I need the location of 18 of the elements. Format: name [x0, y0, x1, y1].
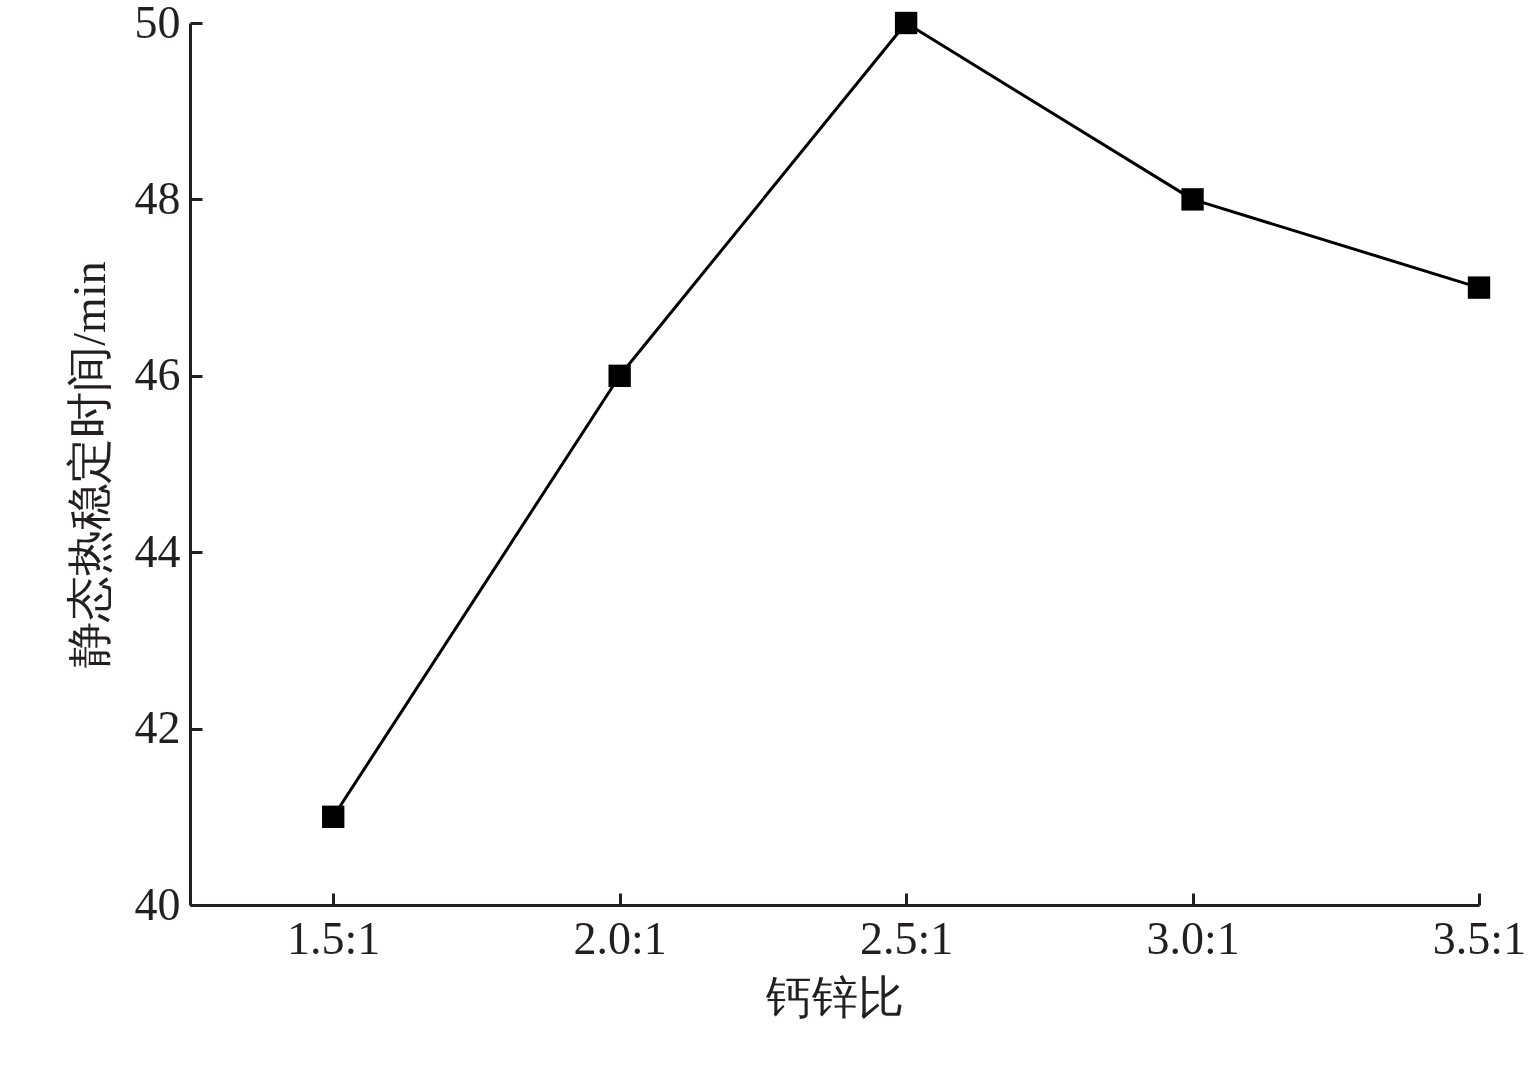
point — [608, 364, 631, 387]
x-axis-title: 钙锌比 — [765, 971, 904, 1023]
point — [1467, 276, 1491, 299]
y-axis-title: 静态热稳定时间/min — [63, 261, 115, 668]
x-tick-label: 1.5:1 — [287, 912, 381, 964]
y-tick-label: 50 — [134, 0, 181, 48]
point — [322, 805, 345, 828]
y-tick-label: 42 — [134, 702, 181, 754]
point — [894, 11, 918, 35]
x-tick-label: 3.5:1 — [1432, 912, 1527, 964]
y-tick-label: 40 — [134, 878, 181, 930]
x-tick-label: 2.0:1 — [573, 912, 667, 964]
x-tick-label: 2.5:1 — [859, 912, 954, 964]
x-tick-label: 3.0:1 — [1146, 912, 1240, 964]
point — [1181, 188, 1204, 211]
y-tick-label: 48 — [134, 172, 181, 224]
y-tick-label: 44 — [134, 525, 181, 577]
y-tick-label: 46 — [134, 349, 181, 401]
